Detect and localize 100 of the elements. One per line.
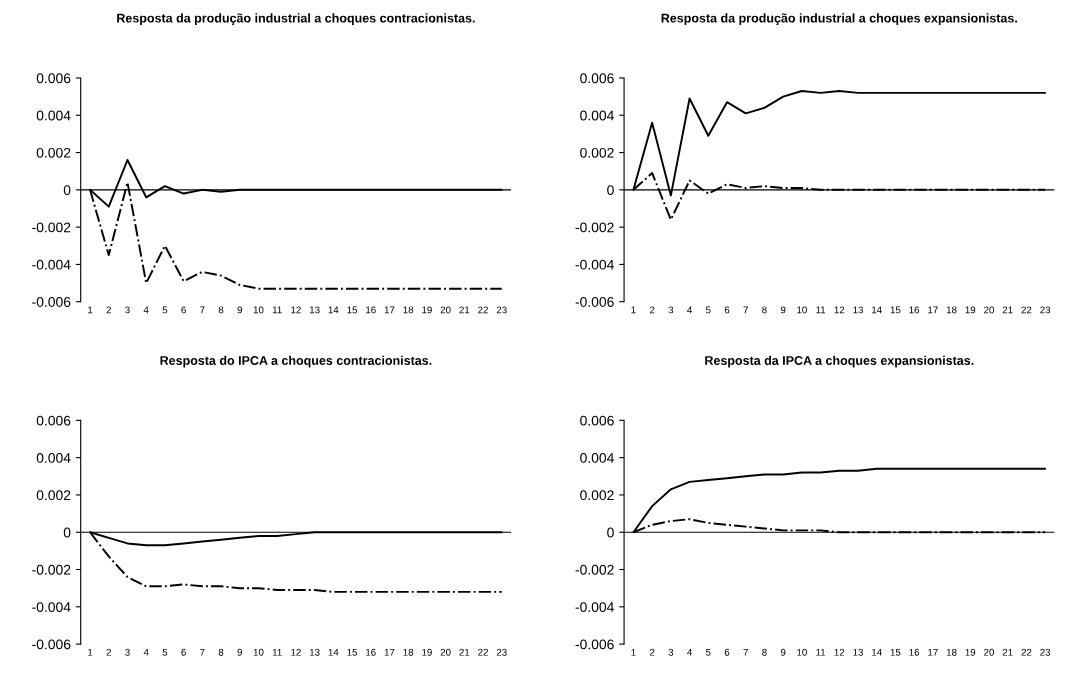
x-tick-label: 21 — [459, 648, 470, 656]
y-tick-label: -0.006 — [575, 639, 614, 650]
y-tick-label: -0.002 — [32, 222, 71, 233]
x-tick-label: 14 — [872, 648, 882, 656]
chart-title: Resposta da produção industrial a choques expansionistas. — [661, 13, 1017, 26]
y-tick-label: -0.002 — [32, 564, 71, 575]
x-tick-label: 15 — [347, 648, 358, 656]
x-tick-label: 5 — [705, 306, 711, 314]
y-tick-label: 0 — [63, 527, 71, 538]
x-tick-label: 20 — [984, 648, 995, 656]
y-tick-label: 0 — [63, 185, 71, 196]
x-tick-label: 7 — [743, 306, 748, 314]
x-tick-label: 3 — [125, 306, 130, 314]
x-tick-label: 8 — [218, 648, 224, 656]
x-tick-label: 23 — [496, 648, 507, 656]
y-tick-label: -0.004 — [575, 259, 614, 270]
x-tick-label: 23 — [1040, 306, 1051, 314]
x-tick-label: 13 — [309, 306, 320, 314]
x-tick-label: 6 — [724, 306, 730, 314]
x-tick-label: 7 — [743, 648, 748, 656]
x-tick-label: 2 — [106, 306, 111, 314]
x-tick-label: 19 — [422, 648, 432, 656]
y-tick-label: -0.006 — [575, 297, 614, 307]
x-tick-label: 18 — [403, 648, 414, 656]
x-tick-label: 14 — [872, 306, 882, 314]
x-tick-label: 1 — [88, 648, 93, 656]
x-tick-label: 8 — [762, 648, 767, 656]
x-tick-label: 15 — [890, 306, 901, 314]
y-tick-label: 0.004 — [36, 110, 71, 121]
x-tick-label: 20 — [440, 306, 451, 314]
x-tick-label: 12 — [834, 306, 845, 314]
y-tick-label: -0.006 — [32, 639, 71, 650]
y-tick-label: -0.004 — [575, 602, 614, 612]
x-tick-label: 21 — [1002, 648, 1013, 656]
x-tick-label: 2 — [649, 648, 655, 656]
x-tick-label: 2 — [649, 306, 655, 314]
x-tick-label: 6 — [181, 306, 186, 314]
y-tick-label: -0.004 — [32, 259, 71, 270]
x-tick-label: 4 — [687, 648, 692, 656]
x-tick-label: 10 — [797, 648, 807, 656]
y-tick-label: 0 — [607, 527, 614, 538]
x-tick-label: 17 — [384, 648, 395, 656]
x-tick-label: 4 — [143, 648, 149, 656]
x-tick-label: 16 — [366, 648, 376, 656]
x-tick-label: 14 — [328, 648, 339, 656]
y-tick-label: 0.006 — [580, 73, 614, 84]
x-tick-label: 9 — [780, 306, 786, 314]
x-tick-label: 23 — [1040, 648, 1051, 656]
x-tick-label: 11 — [272, 306, 282, 314]
x-tick-label: 13 — [853, 306, 863, 314]
x-tick-label: 1 — [631, 648, 636, 656]
x-tick-label: 21 — [1002, 306, 1013, 314]
x-tick-label: 19 — [965, 306, 976, 314]
chart-title: Resposta da produção industrial a choques contracionistas. — [117, 13, 475, 26]
y-tick-label: 0.002 — [580, 490, 614, 501]
x-tick-label: 6 — [181, 648, 186, 656]
x-tick-label: 17 — [384, 306, 395, 314]
x-tick-label: 18 — [403, 306, 414, 314]
x-tick-label: 13 — [309, 648, 320, 656]
x-tick-label: 14 — [328, 306, 339, 314]
x-tick-label: 22 — [478, 648, 488, 656]
y-tick-label: 0.006 — [36, 73, 71, 84]
y-tick-label: -0.004 — [32, 602, 71, 612]
x-tick-label: 8 — [762, 306, 767, 314]
x-tick-label: 20 — [984, 306, 995, 314]
x-tick-label: 5 — [705, 648, 711, 656]
x-tick-label: 5 — [162, 306, 168, 314]
x-tick-label: 3 — [668, 648, 674, 656]
x-tick-label: 2 — [106, 648, 111, 656]
x-tick-label: 17 — [928, 306, 938, 314]
x-tick-label: 22 — [478, 306, 488, 314]
x-tick-label: 4 — [687, 306, 692, 314]
y-tick-label: 0.002 — [36, 147, 71, 158]
y-tick-label: -0.006 — [32, 297, 71, 307]
x-tick-label: 1 — [88, 306, 93, 314]
x-tick-label: 5 — [162, 648, 168, 656]
x-tick-label: 12 — [834, 648, 845, 656]
x-tick-label: 23 — [496, 306, 507, 314]
x-tick-label: 19 — [965, 648, 976, 656]
y-tick-label: 0.004 — [580, 110, 614, 121]
x-tick-label: 22 — [1021, 648, 1032, 656]
y-tick-label: 0.004 — [580, 452, 614, 463]
x-tick-label: 18 — [946, 648, 957, 656]
x-tick-label: 11 — [272, 648, 282, 656]
x-tick-label: 3 — [125, 648, 130, 656]
x-tick-label: 3 — [668, 306, 674, 314]
x-tick-label: 15 — [347, 306, 358, 314]
x-tick-label: 7 — [200, 306, 205, 314]
x-tick-label: 17 — [928, 648, 938, 656]
x-tick-label: 4 — [143, 306, 149, 314]
y-tick-label: 0.006 — [580, 415, 614, 426]
x-tick-label: 13 — [853, 648, 863, 656]
y-tick-label: 0 — [607, 185, 614, 196]
x-tick-label: 6 — [724, 648, 730, 656]
x-tick-label: 1 — [631, 306, 636, 314]
y-tick-label: 0.002 — [580, 147, 614, 158]
x-tick-label: 8 — [218, 306, 224, 314]
x-tick-label: 19 — [422, 306, 432, 314]
x-tick-label: 11 — [816, 306, 826, 314]
x-tick-label: 22 — [1021, 306, 1032, 314]
